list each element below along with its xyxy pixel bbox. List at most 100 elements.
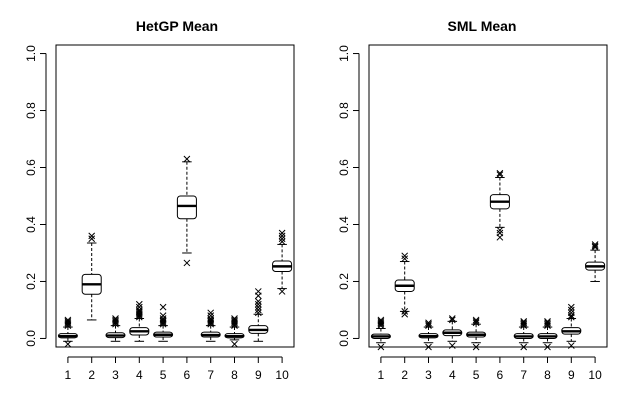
outlier xyxy=(448,342,456,349)
outlier xyxy=(159,318,167,325)
box-8 xyxy=(537,318,558,351)
box-1 xyxy=(57,316,78,348)
outlier xyxy=(520,320,528,328)
outlier xyxy=(567,309,575,317)
outlier-stroke xyxy=(254,288,262,295)
x-tick-label: 1 xyxy=(65,368,72,382)
outlier-stroke xyxy=(377,318,385,325)
outlier xyxy=(254,303,262,311)
outlier-stroke xyxy=(544,343,551,351)
outlier-stroke xyxy=(377,319,385,327)
outlier xyxy=(231,315,238,322)
outlier-stroke xyxy=(112,316,119,324)
box-8 xyxy=(224,315,245,348)
outlier-stroke xyxy=(278,229,286,237)
outlier-stroke xyxy=(254,309,262,317)
box-1 xyxy=(370,316,391,351)
outlier-stroke xyxy=(278,232,286,240)
outlier xyxy=(544,343,551,351)
outlier xyxy=(183,259,191,267)
outlier-stroke xyxy=(567,303,575,311)
iqr-box xyxy=(176,195,197,220)
outlier-stroke xyxy=(64,340,72,348)
outlier-stroke xyxy=(231,315,238,322)
x-tick-label: 9 xyxy=(255,368,262,382)
outlier-stroke xyxy=(254,298,262,305)
outlier xyxy=(135,303,143,311)
outlier xyxy=(401,252,409,260)
x-tick-label: 9 xyxy=(568,368,575,382)
box-5 xyxy=(153,303,174,342)
box-6 xyxy=(489,169,510,241)
outlier-stroke xyxy=(207,318,215,325)
box-10 xyxy=(585,241,606,282)
outlier-stroke xyxy=(183,155,191,163)
y-tick-label: 1.0 xyxy=(337,45,351,62)
x-tick-label: 7 xyxy=(520,368,527,382)
outlier-stroke xyxy=(520,343,528,351)
y-tick-label: 0.0 xyxy=(337,330,351,347)
outlier-stroke xyxy=(496,169,504,177)
outlier-stroke xyxy=(567,342,575,349)
outlier-stroke xyxy=(183,259,191,267)
outlier-stroke xyxy=(159,315,167,322)
outlier xyxy=(183,155,191,163)
x-tick-label: 5 xyxy=(473,368,480,382)
x-tick-label: 3 xyxy=(425,368,432,382)
outlier xyxy=(425,320,432,328)
outlier-stroke xyxy=(278,288,286,295)
x-tick-label: 1 xyxy=(378,368,385,382)
outlier-stroke xyxy=(207,309,215,317)
outlier xyxy=(254,288,262,295)
x-tick-label: 7 xyxy=(207,368,214,382)
outlier-stroke xyxy=(544,318,551,325)
outlier-stroke xyxy=(207,312,215,320)
outlier xyxy=(520,318,528,325)
outlier xyxy=(520,343,528,351)
y-tick-label: 0.0 xyxy=(24,330,38,347)
outlier xyxy=(64,319,72,327)
outlier xyxy=(135,300,143,308)
outlier-stroke xyxy=(231,340,238,348)
outlier xyxy=(567,342,575,349)
outlier-stroke xyxy=(567,312,575,320)
outlier xyxy=(472,318,480,325)
outlier xyxy=(591,241,599,248)
outlier xyxy=(401,308,409,315)
outlier-stroke xyxy=(401,308,409,315)
outlier xyxy=(377,343,385,351)
outlier-stroke xyxy=(496,171,504,178)
outlier xyxy=(64,316,72,324)
outlier xyxy=(520,319,528,327)
outlier xyxy=(567,312,575,320)
outlier xyxy=(496,233,504,241)
outlier-stroke xyxy=(88,232,96,240)
outlier xyxy=(159,303,167,311)
outlier-stroke xyxy=(254,306,262,314)
outlier xyxy=(544,318,551,325)
outlier-stroke xyxy=(591,241,599,248)
outlier xyxy=(135,309,143,317)
outlier xyxy=(401,310,409,318)
outlier-stroke xyxy=(448,315,456,322)
outlier-stroke xyxy=(401,310,409,318)
outlier xyxy=(135,306,143,314)
outlier-stroke xyxy=(231,316,238,324)
outlier-stroke xyxy=(159,318,167,325)
y-tick-label: 0.2 xyxy=(24,273,38,290)
outlier-stroke xyxy=(425,320,432,328)
outlier xyxy=(496,226,504,234)
box-10 xyxy=(272,229,293,295)
outlier-stroke xyxy=(401,252,409,260)
box-4 xyxy=(129,300,150,342)
chart-title: HetGP Mean xyxy=(136,18,218,34)
x-tick-label: 4 xyxy=(136,368,143,382)
outlier xyxy=(544,319,551,327)
outlier-stroke xyxy=(159,312,167,320)
x-tick-label: 2 xyxy=(88,368,95,382)
outlier xyxy=(207,315,215,322)
outlier xyxy=(425,322,432,329)
x-tick-label: 8 xyxy=(544,368,551,382)
outlier-stroke xyxy=(567,306,575,314)
outlier-stroke xyxy=(278,238,286,245)
